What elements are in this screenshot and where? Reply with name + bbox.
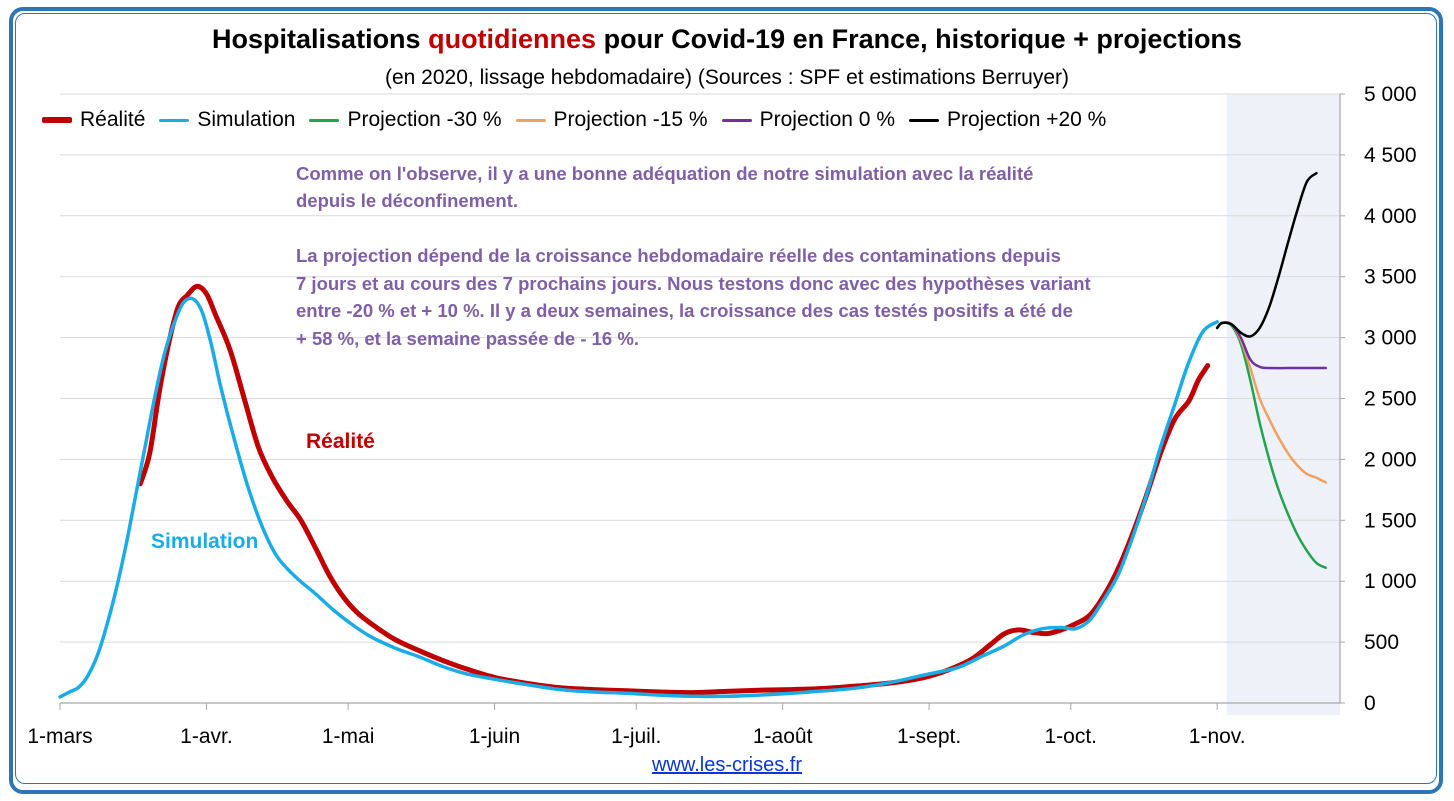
y-tick-label: 500: [1364, 631, 1399, 654]
legend-label: Réalité: [80, 108, 146, 131]
projection-band: [1226, 94, 1340, 715]
legend-label: Projection -15 %: [553, 108, 708, 131]
annotation-line: + 58 %, et la semaine passée de - 16 %.: [296, 328, 639, 349]
y-tick-label: 0: [1364, 692, 1376, 715]
series-line-simulation: [58, 296, 1219, 699]
x-tick-label: 1-nov.: [1189, 725, 1246, 748]
x-tick-label: 1-mai: [322, 725, 375, 748]
legend-item-proj_m15: Projection -15 %: [515, 108, 708, 132]
legend-swatch: [721, 118, 752, 122]
legend-swatch: [42, 117, 72, 123]
projection-band-layer: [1226, 94, 1340, 715]
y-tick-label: 1 500: [1364, 509, 1417, 532]
x-tick-label: 1-juil.: [611, 725, 661, 748]
simulation-series-label: Simulation: [151, 530, 259, 553]
chart-title: Hospitalisations quotidiennes pour Covid…: [0, 24, 1454, 55]
y-tick-label: 2 500: [1364, 388, 1417, 411]
y-tick-label: 3 000: [1364, 327, 1417, 350]
y-tick-label: 4 500: [1364, 144, 1417, 167]
x-tick-label: 1-juin: [469, 725, 520, 748]
title-highlight: quotidiennes: [428, 24, 597, 54]
title-part1: Hospitalisations: [212, 24, 429, 54]
legend-item-simulation: Simulation: [159, 108, 295, 132]
y-tick-label: 3 500: [1364, 266, 1417, 289]
annotation-line: Comme on l'observe, il y a une bonne adé…: [296, 163, 1034, 184]
legend-item-proj_m30: Projection -30 %: [309, 108, 502, 132]
y-tick-label: 5 000: [1364, 83, 1417, 106]
chart-legend: Réalité Simulation Projection -30 % Project…: [42, 106, 1120, 134]
x-tick-label: 1-août: [753, 725, 813, 748]
y-tick-label: 1 000: [1364, 570, 1417, 593]
title-part2: pour Covid-19 en France, historique + pr…: [596, 24, 1242, 54]
legend-swatch: [309, 118, 340, 122]
x-tick-label: 1-avr.: [180, 725, 233, 748]
x-tick-label: 1-sept.: [897, 725, 961, 748]
legend-swatch: [515, 118, 546, 122]
grid-layer: [60, 93, 1340, 643]
x-tick-label: 1-oct.: [1045, 725, 1098, 748]
annotation-line: La projection dépend de la croissance he…: [296, 245, 1061, 266]
source-link[interactable]: www.les-crises.fr: [651, 754, 802, 776]
annotation-line: depuis le déconfinement.: [296, 190, 519, 211]
legend-label: Simulation: [197, 108, 296, 131]
legend-item-proj_p20: Projection +20 %: [909, 108, 1106, 132]
legend-item-realite: Réalité: [42, 108, 145, 132]
axis-layer: [59, 93, 1345, 710]
legend-label: Projection +20 %: [947, 108, 1107, 131]
tick-label-layer: 0 500 1 000 1 500 2 000 2 500 3 000 3 500 4 000 4…: [27, 83, 1416, 748]
legend-label: Projection 0 %: [759, 108, 895, 131]
series-line-proj_p20: [1215, 171, 1318, 338]
series-layer: [58, 171, 1328, 699]
annotation-line: 7 jours et au cours des 7 prochains jour…: [296, 273, 1091, 294]
y-tick-label: 4 000: [1364, 205, 1417, 228]
legend-label: Projection -30 %: [347, 108, 502, 131]
annotation-line: entre -20 % et + 10 %. Il y a deux semai…: [296, 300, 1073, 321]
y-tick-label: 2 000: [1364, 448, 1417, 471]
x-tick-label: 1-mars: [27, 725, 92, 748]
series-line-realite: [137, 283, 1211, 696]
chart-subtitle: (en 2020, lissage hebdomadaire) (Sources…: [385, 66, 1069, 89]
realite-series-label: Réalité: [306, 430, 375, 453]
legend-swatch: [909, 118, 939, 122]
legend-swatch: [159, 118, 190, 122]
legend-item-proj_0: Projection 0 %: [721, 108, 895, 132]
chart-frame: [9, 7, 1443, 794]
